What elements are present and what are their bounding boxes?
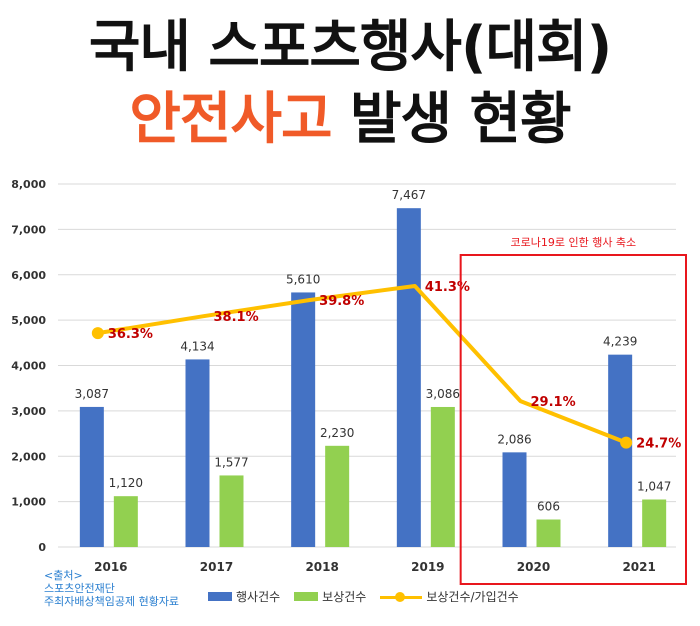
y-tick-label: 0 <box>38 541 46 554</box>
title-accent-text: 안전사고 <box>129 87 332 152</box>
legend-item-ratio: 보상건수/가입건수 <box>380 588 519 605</box>
legend: 행사건수 보상건수 보상건수/가입건수 <box>208 588 533 605</box>
legend-label-ratio: 보상건수/가입건수 <box>426 590 519 604</box>
bar-label-compensation: 2,230 <box>320 426 354 440</box>
y-tick-label: 2,000 <box>11 450 46 463</box>
legend-swatch-compensation <box>294 592 319 601</box>
bar-events <box>396 208 421 547</box>
legend-item-events: 행사건수 <box>208 588 280 605</box>
ratio-line-path <box>97 283 627 445</box>
bars <box>79 208 667 547</box>
bar-label-events: 3,087 <box>75 387 109 401</box>
y-tick-label: 7,000 <box>11 223 46 236</box>
y-tick-label: 6,000 <box>11 269 46 282</box>
covid-annotation: 코로나19로 인한 행사 축소 <box>510 236 636 249</box>
bar-label-compensation: 1,120 <box>109 476 143 490</box>
covid-highlight-box <box>459 254 687 585</box>
legend-swatch-ratio <box>380 591 423 602</box>
y-tick-label: 1,000 <box>11 496 46 509</box>
bar-events <box>291 292 316 547</box>
bar-labels: 3,087 1,120 4,134 1,577 5,610 2,230 7,467 3,086… <box>75 188 672 513</box>
x-tick-label: 2020 <box>517 560 550 574</box>
x-tick-label: 2016 <box>94 560 127 574</box>
ratio-label: 24.7% <box>636 437 681 452</box>
bar-label-events: 2,086 <box>497 432 531 446</box>
x-tick-label: 2018 <box>305 560 338 574</box>
source-label: <출처> <box>44 569 83 582</box>
y-axis: 0 1,000 2,000 3,000 4,000 5,000 6,000 7,000 8,00… <box>11 178 46 554</box>
bar-label-events: 4,239 <box>603 335 637 349</box>
chart-title-line1: 국내 스포츠행사(대회) <box>88 15 612 80</box>
ratio-marker <box>620 436 633 449</box>
source-doc: 주최자배상책임공제 현황자료 <box>44 595 180 608</box>
ratio-label: 36.3% <box>108 327 153 342</box>
bar-label-events: 7,467 <box>392 188 426 202</box>
legend-label-events: 행사건수 <box>236 590 281 604</box>
ratio-line <box>91 283 633 449</box>
bar-compensation <box>642 499 667 547</box>
bar-label-events: 5,610 <box>286 272 320 286</box>
bar-label-compensation: 3,086 <box>426 387 460 401</box>
legend-item-compensation: 보상건수 <box>294 588 366 605</box>
bar-label-compensation: 1,047 <box>637 479 671 493</box>
bar-events <box>79 406 104 547</box>
x-tick-label: 2021 <box>622 560 655 574</box>
ratio-label: 29.1% <box>531 395 576 410</box>
bar-label-compensation: 1,577 <box>214 455 248 469</box>
bar-events <box>608 354 633 547</box>
legend-swatch-events <box>208 592 232 601</box>
y-tick-label: 3,000 <box>11 405 46 418</box>
x-tick-label: 2017 <box>200 560 233 574</box>
y-tick-label: 5,000 <box>11 314 46 327</box>
source-org: 스포츠안전재단 <box>44 582 115 595</box>
bar-compensation <box>536 519 561 547</box>
y-tick-label: 4,000 <box>11 360 46 373</box>
bar-label-events: 4,134 <box>180 339 214 353</box>
y-gridlines <box>58 183 676 548</box>
y-tick-label: 8,000 <box>11 178 46 191</box>
bar-events <box>502 452 527 547</box>
bar-compensation <box>325 445 350 547</box>
legend-label-compensation: 보상건수 <box>322 590 367 604</box>
bar-events <box>185 359 210 547</box>
ratio-labels: 36.3% 38.1% 39.8% 41.3% 29.1% 24.7% <box>108 280 681 452</box>
ratio-marker <box>91 327 104 340</box>
title-rest-text: 발생 현황 <box>350 87 572 152</box>
source-note: <출처> 스포츠안전재단 주최자배상책임공제 현황자료 <box>44 569 179 608</box>
x-axis: 2016 2017 2018 2019 2020 2021 <box>94 560 656 574</box>
chart-title-line2: 안전사고 발생 현황 <box>0 74 700 155</box>
bar-compensation <box>430 406 455 547</box>
bar-label-compensation: 606 <box>537 500 560 514</box>
bar-compensation <box>219 475 244 547</box>
ratio-label: 41.3% <box>425 280 470 295</box>
x-tick-label: 2019 <box>411 560 444 574</box>
ratio-label: 39.8% <box>319 294 364 309</box>
bar-compensation <box>113 496 138 547</box>
ratio-label: 38.1% <box>214 310 259 325</box>
